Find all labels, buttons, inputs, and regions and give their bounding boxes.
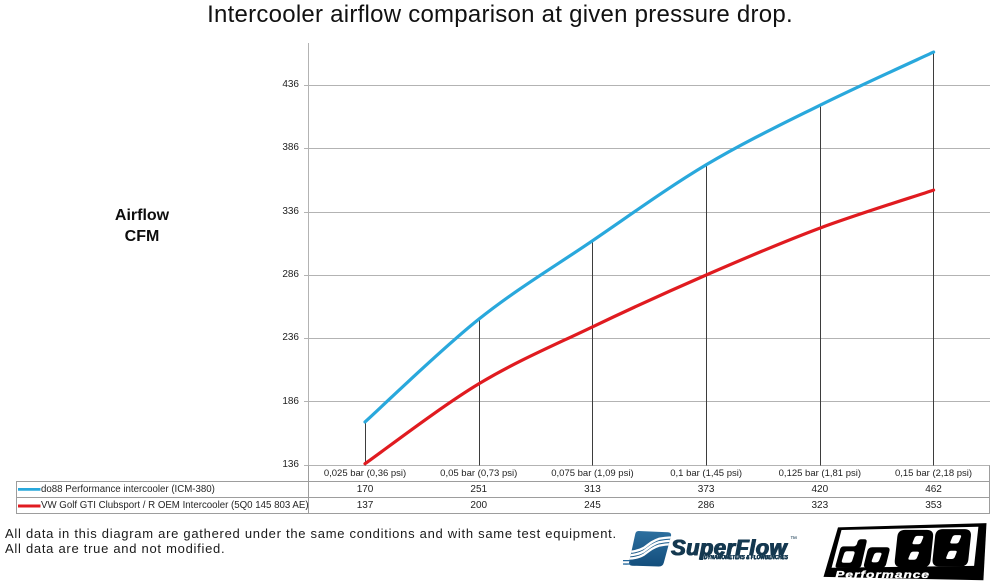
svg-text:Performance: Performance bbox=[835, 568, 930, 580]
